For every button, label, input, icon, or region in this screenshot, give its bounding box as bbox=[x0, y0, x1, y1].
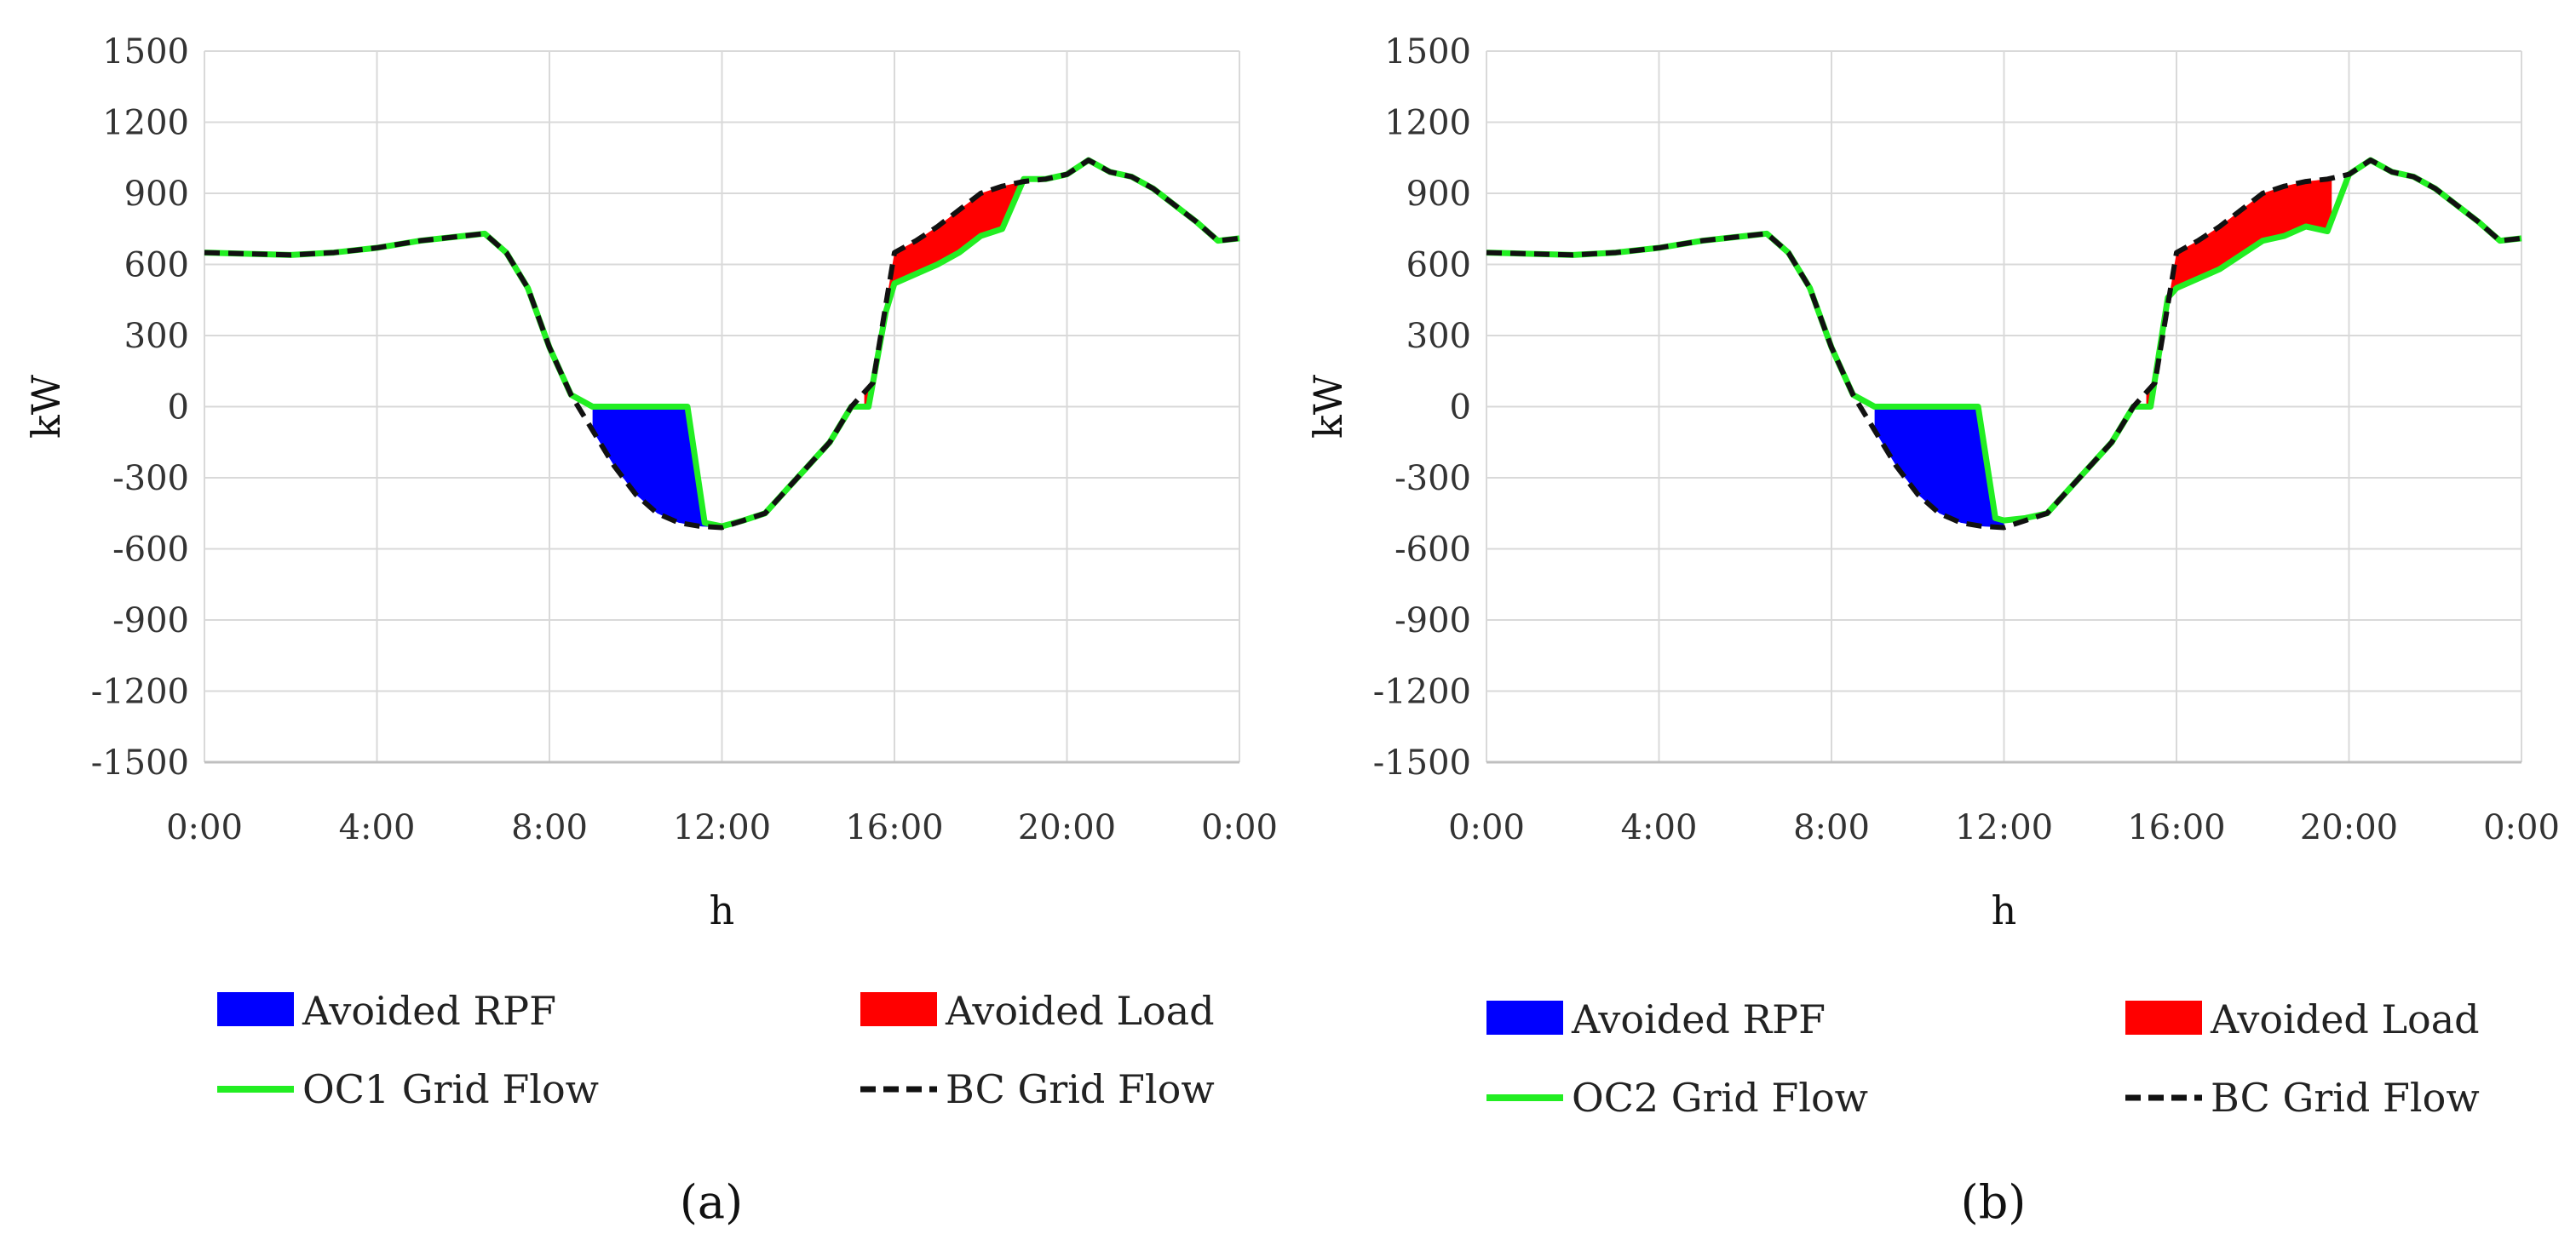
y-tick-label: -600 bbox=[112, 531, 189, 570]
y-tick-label: 300 bbox=[1406, 317, 1471, 356]
legend-swatch-red bbox=[860, 992, 937, 1026]
legend-label: OC1 Grid Flow bbox=[302, 1066, 599, 1112]
bc-grid-flow-line bbox=[204, 158, 1240, 531]
y-tick-label: 1200 bbox=[1384, 104, 1471, 143]
legend-label: BC Grid Flow bbox=[946, 1066, 1215, 1112]
x-tick-label: 16:00 bbox=[845, 808, 943, 847]
y-tick-label: 1500 bbox=[1384, 32, 1471, 72]
y-tick-label: -1500 bbox=[1373, 743, 1471, 783]
chart-panel-b: 1500 1200 900 600 300 0 -300 -600 -900 -1200 -1500… bbox=[1305, 32, 2560, 1229]
x-axis-title: h bbox=[710, 887, 735, 933]
x-tick-label: 20:00 bbox=[2300, 808, 2398, 847]
y-tick-label: 600 bbox=[1406, 246, 1471, 285]
bc-grid-flow-line bbox=[1486, 158, 2522, 531]
x-tick-label: 8:00 bbox=[511, 808, 588, 847]
y-tick-label: 900 bbox=[124, 175, 189, 214]
y-tick-label: -1200 bbox=[91, 673, 189, 712]
x-tick-label: 20:00 bbox=[1018, 808, 1116, 847]
panel-label: (b) bbox=[1961, 1175, 2027, 1229]
legend-swatch-blue bbox=[1486, 1001, 1563, 1035]
x-tick-label: 12:00 bbox=[1955, 808, 2053, 847]
y-tick-label: 1200 bbox=[102, 104, 189, 143]
legend-label: Avoided Load bbox=[945, 988, 1215, 1034]
legend-label: BC Grid Flow bbox=[2211, 1075, 2480, 1121]
avoided-load-area bbox=[864, 178, 1050, 407]
x-tick-label: 4:00 bbox=[1621, 808, 1698, 847]
x-tick-label: 0:00 bbox=[1448, 808, 1525, 847]
x-tick-label: 0:00 bbox=[2483, 808, 2560, 847]
x-tick-label: 4:00 bbox=[339, 808, 416, 847]
y-tick-label: -900 bbox=[1394, 601, 1471, 640]
x-axis-title: h bbox=[1992, 887, 2017, 933]
y-tick-label: -900 bbox=[112, 601, 189, 640]
x-tick-label: 0:00 bbox=[166, 808, 243, 847]
y-tick-label: 1500 bbox=[102, 32, 189, 72]
y-tick-label: -300 bbox=[112, 459, 189, 498]
legend-label: Avoided Load bbox=[2210, 996, 2480, 1042]
x-tick-label: 8:00 bbox=[1793, 808, 1870, 847]
panel-label: (a) bbox=[680, 1175, 743, 1229]
y-tick-label: 300 bbox=[124, 317, 189, 356]
y-tick-label: 0 bbox=[168, 388, 189, 428]
y-tick-label: -1500 bbox=[91, 743, 189, 783]
y-tick-label: 600 bbox=[124, 246, 189, 285]
chart-panel-a: 1500 1200 900 600 300 0 -300 -600 -900 -1200 -1500… bbox=[23, 32, 1278, 1229]
y-axis-title: kW bbox=[23, 374, 69, 439]
x-tick-label: 0:00 bbox=[1201, 808, 1278, 847]
x-tick-label: 12:00 bbox=[673, 808, 771, 847]
x-tick-label: 16:00 bbox=[2127, 808, 2225, 847]
legend-label: Avoided RPF bbox=[302, 988, 556, 1034]
legend-label: OC2 Grid Flow bbox=[1572, 1075, 1868, 1121]
avoided-rpf-area bbox=[1874, 406, 2004, 528]
y-axis-title: kW bbox=[1305, 374, 1351, 439]
y-tick-label: 900 bbox=[1406, 175, 1471, 214]
y-tick-label: 0 bbox=[1450, 388, 1471, 428]
y-tick-label: -600 bbox=[1394, 531, 1471, 570]
legend-swatch-blue bbox=[217, 992, 294, 1026]
y-tick-label: -300 bbox=[1394, 459, 1471, 498]
legend-swatch-red bbox=[2125, 1001, 2202, 1035]
legend-label: Avoided RPF bbox=[1571, 996, 1826, 1042]
y-tick-label: -1200 bbox=[1373, 673, 1471, 712]
